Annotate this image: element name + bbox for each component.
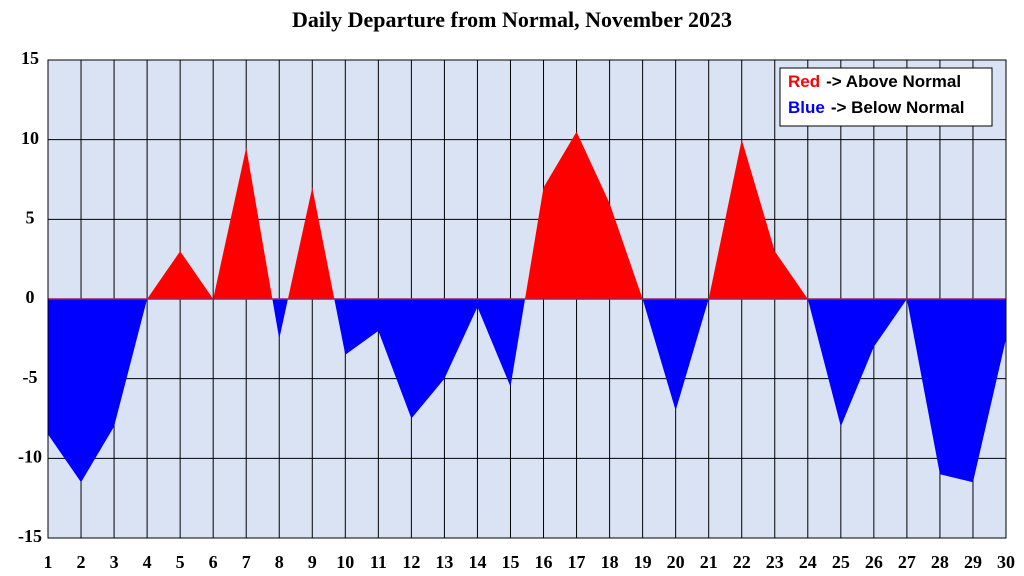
y-tick-label: 15 xyxy=(21,48,39,68)
x-tick-label: 9 xyxy=(308,552,317,572)
x-tick-label: 13 xyxy=(435,552,453,572)
x-tick-label: 1 xyxy=(44,552,53,572)
y-tick-label: 0 xyxy=(26,287,35,307)
x-tick-label: 19 xyxy=(634,552,652,572)
legend-key: Red xyxy=(788,72,820,91)
x-tick-label: 14 xyxy=(468,552,486,572)
x-tick-label: 6 xyxy=(209,552,218,572)
x-tick-label: 25 xyxy=(832,552,850,572)
legend-entry: Red -> Above Normal xyxy=(788,72,961,91)
legend-label: -> Below Normal xyxy=(831,98,965,117)
x-tick-label: 20 xyxy=(667,552,685,572)
x-tick-label: 11 xyxy=(370,552,387,572)
x-tick-label: 10 xyxy=(336,552,354,572)
x-tick-label: 15 xyxy=(501,552,519,572)
x-tick-label: 23 xyxy=(766,552,784,572)
x-tick-label: 17 xyxy=(568,552,586,572)
y-tick-label: -10 xyxy=(18,446,42,466)
legend-box xyxy=(779,67,993,127)
y-tick-label: -15 xyxy=(18,526,42,546)
x-tick-label: 5 xyxy=(176,552,185,572)
chart-title: Daily Departure from Normal, November 20… xyxy=(292,7,732,32)
x-tick-label: 26 xyxy=(865,552,883,572)
y-tick-label: 10 xyxy=(21,128,39,148)
x-tick-label: 2 xyxy=(77,552,86,572)
x-tick-label: 18 xyxy=(601,552,619,572)
legend-entry: Blue -> Below Normal xyxy=(788,98,965,117)
x-tick-label: 7 xyxy=(242,552,251,572)
area-above xyxy=(48,131,1006,299)
x-tick-label: 22 xyxy=(733,552,751,572)
x-tick-label: 24 xyxy=(799,552,817,572)
x-tick-label: 29 xyxy=(964,552,982,572)
y-tick-label: -5 xyxy=(23,367,38,387)
x-tick-label: 12 xyxy=(402,552,420,572)
x-tick-label: 16 xyxy=(535,552,553,572)
plot-border xyxy=(47,59,1007,539)
x-tick-label: 27 xyxy=(898,552,916,572)
y-tick-label: 5 xyxy=(26,207,35,227)
x-tick-label: 30 xyxy=(997,552,1015,572)
x-tick-label: 21 xyxy=(700,552,718,572)
legend-label: -> Above Normal xyxy=(826,72,961,91)
legend-key: Blue xyxy=(788,98,825,117)
x-tick-label: 28 xyxy=(931,552,949,572)
x-tick-label: 8 xyxy=(275,552,284,572)
x-tick-label: 4 xyxy=(143,552,152,572)
x-tick-label: 3 xyxy=(110,552,119,572)
